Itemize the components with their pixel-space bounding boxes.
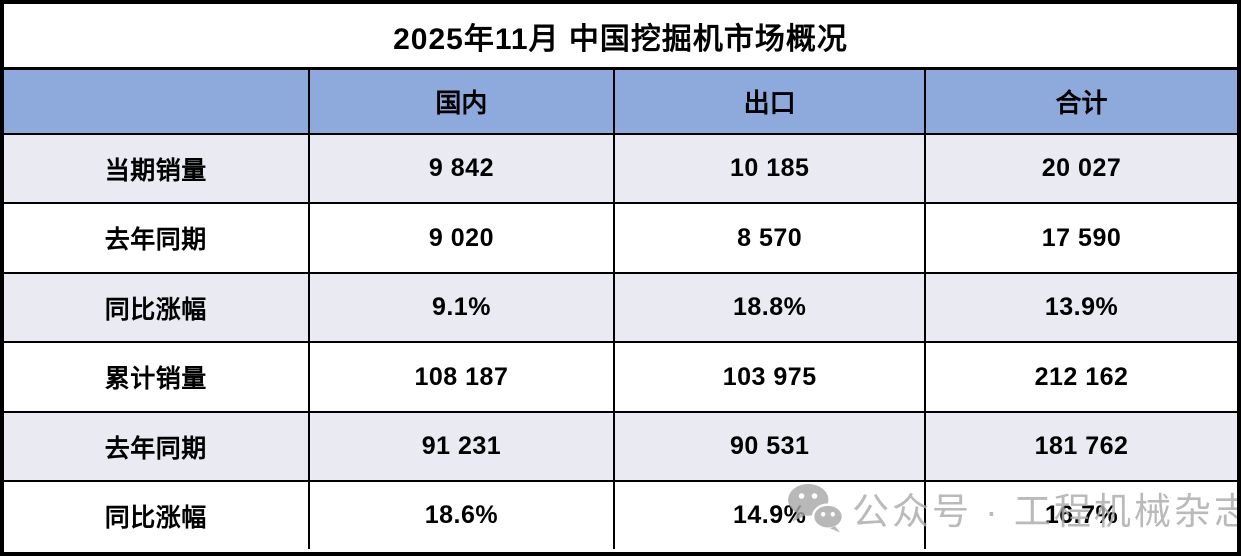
cell-value: 10 185 xyxy=(613,132,927,205)
cell-value: 9.1% xyxy=(307,271,616,344)
cell-value: 91 231 xyxy=(307,410,616,483)
row-label: 同比涨幅 xyxy=(4,480,310,549)
cell-value: 9 842 xyxy=(307,132,616,205)
row-label: 去年同期 xyxy=(4,410,310,483)
header-cell-blank xyxy=(4,70,310,135)
table-row: 累计销量 108 187 103 975 212 162 xyxy=(4,341,1237,413)
cell-value: 13.9% xyxy=(924,271,1237,344)
table-row: 去年同期 9 020 8 570 17 590 xyxy=(4,202,1237,274)
table-row: 当期销量 9 842 10 185 20 027 xyxy=(4,132,1237,205)
cell-value: 181 762 xyxy=(924,410,1237,483)
table-title: 2025年11月 中国挖掘机市场概况 xyxy=(4,4,1237,70)
cell-value: 18.6% xyxy=(307,480,616,549)
cell-value: 16.7% xyxy=(924,480,1237,549)
cell-value: 212 162 xyxy=(924,341,1237,413)
header-cell-export: 出口 xyxy=(613,70,927,135)
row-label: 累计销量 xyxy=(4,341,310,413)
table-row: 去年同期 91 231 90 531 181 762 xyxy=(4,410,1237,483)
header-row: 国内 出口 合计 xyxy=(4,70,1237,135)
table-row: 同比涨幅 9.1% 18.8% 13.9% xyxy=(4,271,1237,344)
cell-value: 108 187 xyxy=(307,341,616,413)
cell-value: 9 020 xyxy=(307,202,616,274)
cell-value: 90 531 xyxy=(613,410,927,483)
cell-value: 14.9% xyxy=(613,480,927,549)
row-label: 当期销量 xyxy=(4,132,310,205)
cell-value: 103 975 xyxy=(613,341,927,413)
market-table: 国内 出口 合计 当期销量 9 842 10 185 20 027 去年同期 9… xyxy=(4,70,1237,549)
cell-value: 8 570 xyxy=(613,202,927,274)
header-cell-domestic: 国内 xyxy=(307,70,616,135)
row-label: 同比涨幅 xyxy=(4,271,310,344)
row-label: 去年同期 xyxy=(4,202,310,274)
cell-value: 20 027 xyxy=(924,132,1237,205)
header-cell-total: 合计 xyxy=(924,70,1237,135)
table-row: 同比涨幅 18.6% 14.9% 16.7% xyxy=(4,480,1237,549)
cell-value: 18.8% xyxy=(613,271,927,344)
cell-value: 17 590 xyxy=(924,202,1237,274)
